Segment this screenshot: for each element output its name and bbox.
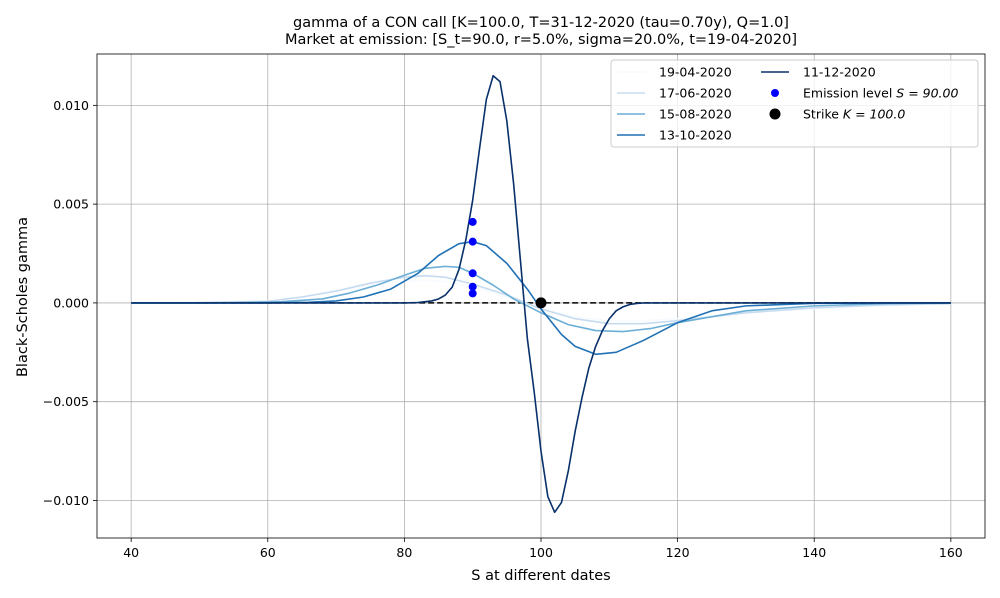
legend-box [610, 59, 979, 148]
legend-label: 11-12-2020 [803, 65, 876, 80]
x-tick-label: 100 [529, 545, 553, 560]
emission-marker [468, 217, 477, 226]
legend-handle-marker [771, 89, 779, 97]
legend: 19-04-2020 17-06-2020 15-08-2020 13-10-2020… [610, 59, 979, 148]
legend-label: Strike K = 100.0 [803, 107, 905, 122]
legend-label: Emission level S = 90.00 [803, 86, 958, 101]
chart-subtitle: Market at emission: [S_t=90.0, r=5.0%, s… [285, 32, 797, 48]
y-tick-label: 0.010 [53, 98, 89, 113]
y-tick-label: −0.005 [43, 394, 89, 409]
strike-marker [535, 297, 547, 309]
x-tick-label: 60 [260, 545, 276, 560]
legend-label: 13-10-2020 [659, 128, 732, 143]
plot-area [131, 74, 951, 514]
x-axis-label: S at different dates [471, 568, 610, 584]
x-tick-label: 140 [802, 545, 826, 560]
x-tick-label: 160 [939, 545, 963, 560]
y-tick-label: −0.010 [43, 493, 89, 508]
emission-marker [468, 237, 477, 246]
legend-handle-marker [769, 108, 781, 120]
series-line-15-08-2020 [131, 265, 951, 333]
emission-marker [468, 282, 477, 291]
tick-labels: 40 60 80 100 120 140 160 −0.010 −0.005 0.000 0.005… [43, 98, 963, 560]
x-tick-label: 80 [396, 545, 412, 560]
x-tick-label: 40 [123, 545, 139, 560]
y-tick-label: 0.000 [53, 295, 89, 310]
legend-label: 17-06-2020 [659, 86, 732, 101]
y-axis-label: Black-Scholes gamma [15, 217, 31, 377]
x-tick-label: 120 [666, 545, 690, 560]
series-line-17-06-2020 [131, 274, 951, 325]
chart-title: gamma of a CON call [K=100.0, T=31-12-20… [293, 15, 789, 31]
chart-title-group: gamma of a CON call [K=100.0, T=31-12-20… [285, 15, 797, 48]
series-line-11-12-2020 [131, 74, 951, 514]
legend-label: 15-08-2020 [659, 107, 732, 122]
legend-label: 19-04-2020 [659, 65, 732, 80]
y-tick-label: 0.005 [53, 197, 89, 212]
series-line-13-10-2020 [131, 240, 951, 356]
emission-marker [468, 269, 477, 278]
emission-marker [468, 289, 477, 298]
